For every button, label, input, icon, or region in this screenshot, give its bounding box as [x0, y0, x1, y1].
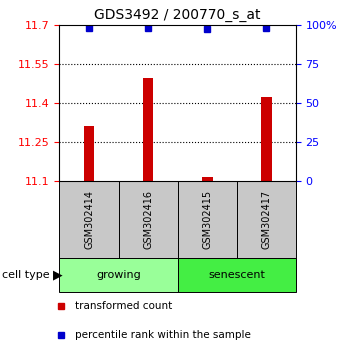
Text: senescent: senescent [208, 270, 265, 280]
Bar [119, 181, 177, 258]
Text: GSM302416: GSM302416 [143, 190, 153, 249]
Bar [143, 78, 153, 181]
Title: GDS3492 / 200770_s_at: GDS3492 / 200770_s_at [95, 8, 261, 22]
Text: cell type: cell type [2, 270, 49, 280]
Text: GSM302414: GSM302414 [84, 190, 94, 249]
Bar [84, 126, 95, 181]
Bar [237, 181, 296, 258]
Bar [202, 177, 212, 181]
Text: transformed count: transformed count [75, 301, 172, 311]
Bar [177, 181, 237, 258]
Bar [177, 258, 296, 292]
Bar [59, 181, 119, 258]
Text: percentile rank within the sample: percentile rank within the sample [75, 330, 251, 341]
Text: growing: growing [96, 270, 141, 280]
Text: GSM302417: GSM302417 [261, 190, 271, 249]
Bar [261, 97, 272, 181]
Text: GSM302415: GSM302415 [202, 190, 212, 249]
Text: ▶: ▶ [53, 269, 62, 282]
Bar [59, 258, 177, 292]
